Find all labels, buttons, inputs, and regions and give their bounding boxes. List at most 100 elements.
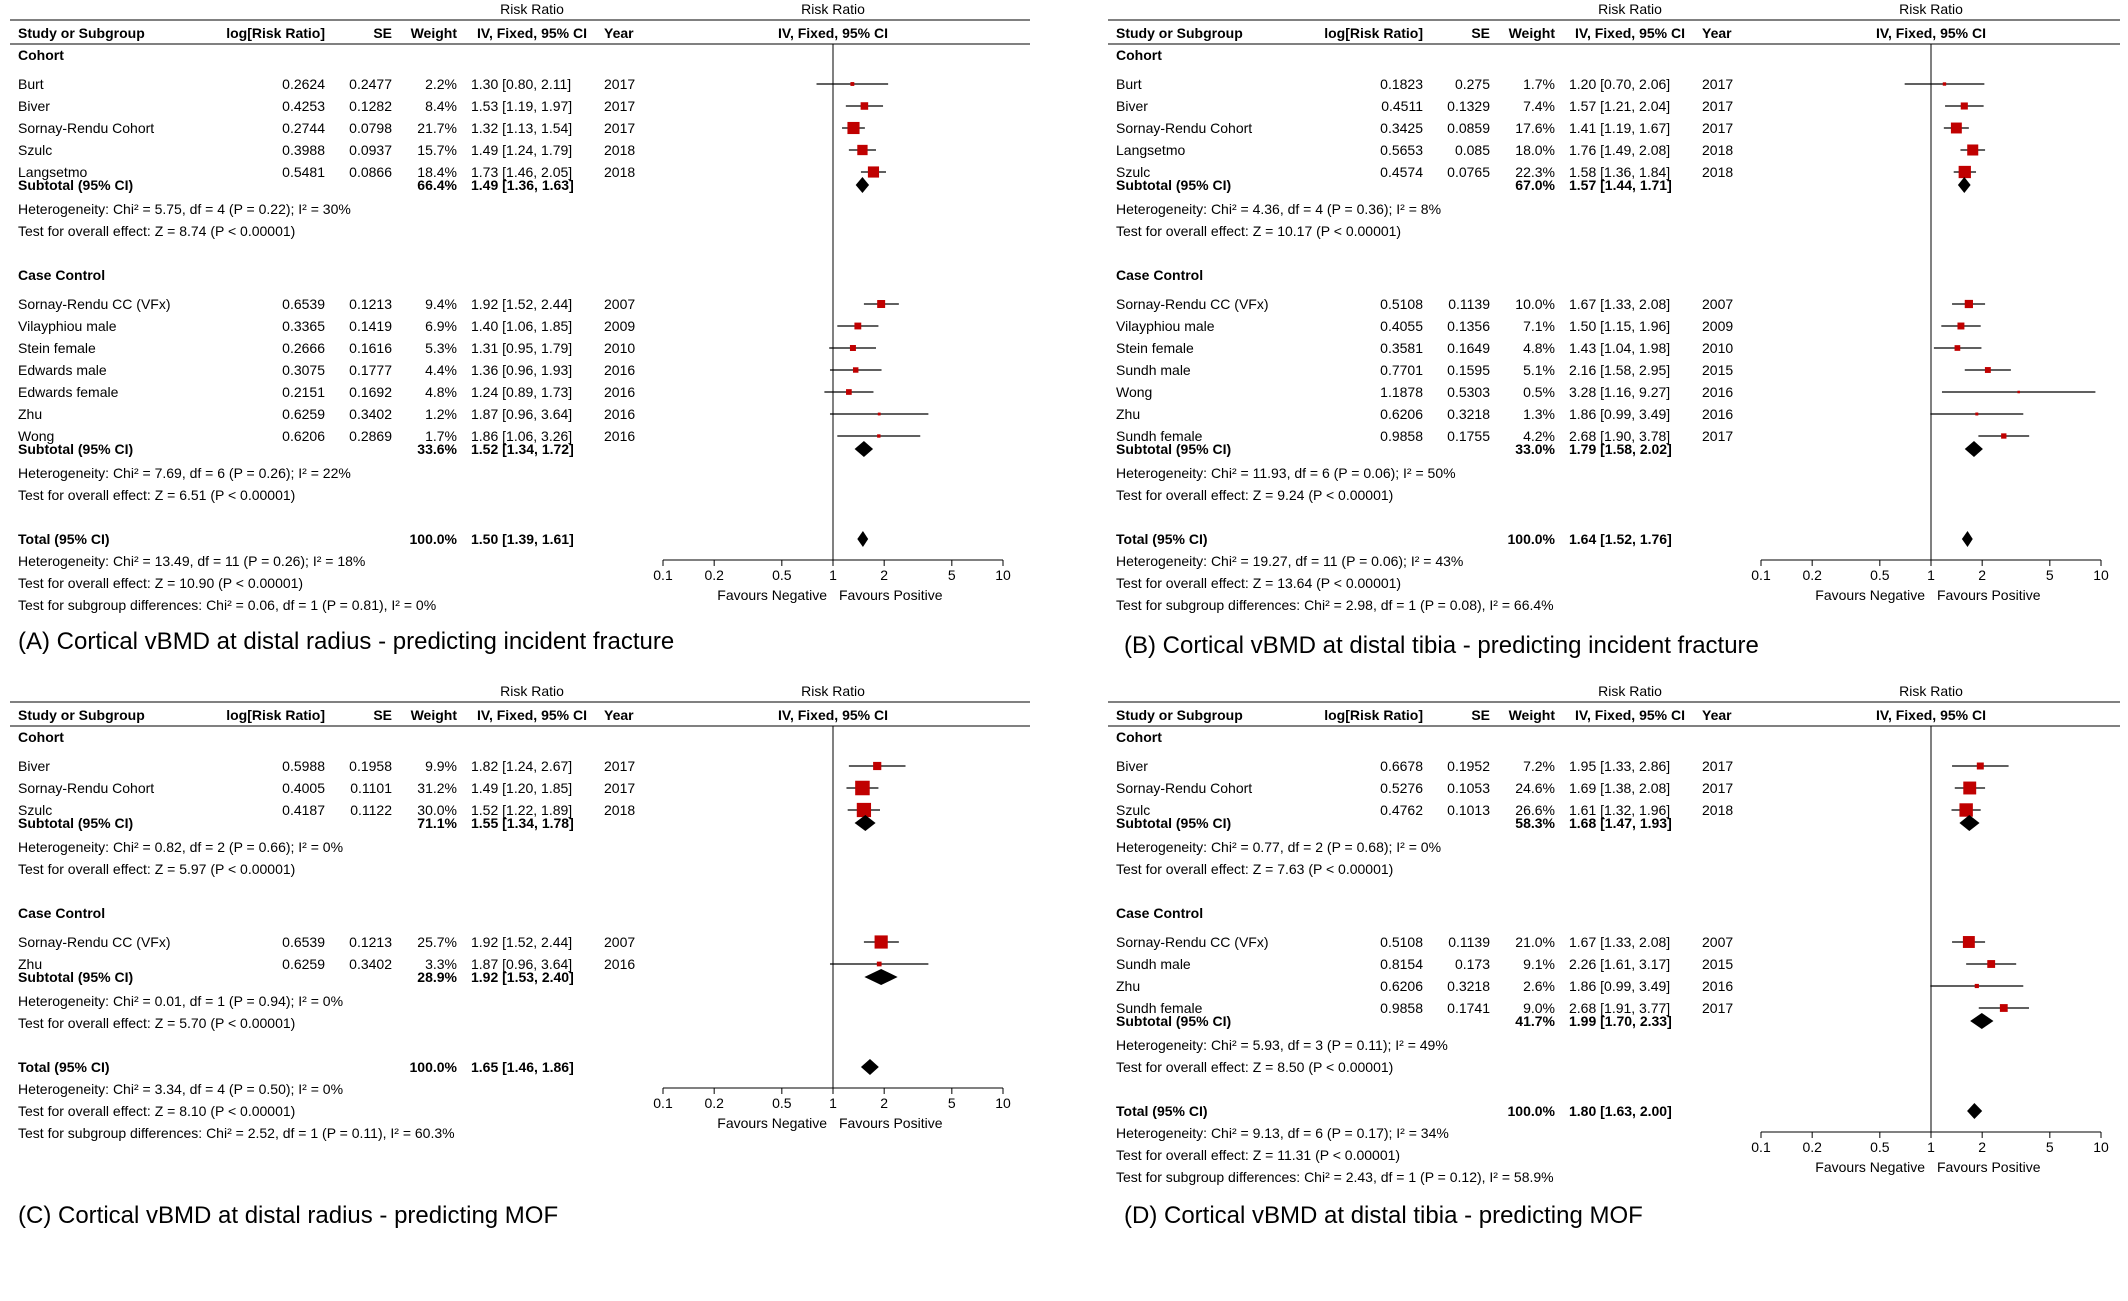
study-ci: 1.52 [1.22, 1.89] <box>471 802 572 818</box>
total-stat: Test for overall effect: Z = 10.90 (P < … <box>18 575 303 591</box>
study-marker <box>1975 412 1979 416</box>
total-stat: Test for overall effect: Z = 11.31 (P < … <box>1116 1147 1400 1163</box>
study-ci: 1.57 [1.21, 2.04] <box>1569 98 1670 114</box>
header-weight: Weight <box>1509 707 1556 723</box>
study-name: Szulc <box>18 142 52 158</box>
study-weight: 21.7% <box>417 120 457 136</box>
study-weight: 4.2% <box>1523 428 1555 444</box>
study-weight: 7.4% <box>1523 98 1555 114</box>
header-study: Study or Subgroup <box>1116 25 1243 41</box>
study-logrr: 0.4511 <box>1381 98 1423 114</box>
study-weight: 8.4% <box>425 98 457 114</box>
total-stat: Test for subgroup differences: Chi² = 2.… <box>1116 597 1554 613</box>
study-se: 0.0859 <box>1447 120 1490 136</box>
study-ci: 1.49 [1.24, 1.79] <box>471 142 572 158</box>
study-name: Edwards male <box>18 362 107 378</box>
study-marker <box>1962 936 1975 948</box>
study-se: 0.3402 <box>349 406 392 422</box>
header-plot-iv-fixed: IV, Fixed, 95% CI <box>778 25 888 41</box>
header-risk-ratio: Risk Ratio <box>1598 1 1662 17</box>
study-logrr: 0.9858 <box>1380 1000 1423 1016</box>
header-plot-risk-ratio: Risk Ratio <box>1899 683 1963 699</box>
study-marker <box>1959 803 1973 817</box>
study-name: Langsetmo <box>1116 142 1185 158</box>
study-year: 2016 <box>604 406 635 422</box>
study-weight: 4.4% <box>425 362 457 378</box>
study-marker <box>876 961 882 967</box>
study-ci: 1.67 [1.33, 2.08] <box>1569 296 1670 312</box>
study-ci: 1.20 [0.70, 2.06] <box>1569 76 1670 92</box>
study-weight: 5.3% <box>425 340 457 356</box>
study-ci: 1.95 [1.33, 2.86] <box>1569 758 1670 774</box>
study-year: 2017 <box>604 76 635 92</box>
study-name: Szulc <box>1116 164 1150 180</box>
study-year: 2018 <box>604 142 635 158</box>
total-diamond <box>1961 531 1973 547</box>
study-name: Sornay-Rendu Cohort <box>1116 780 1252 796</box>
x-tick-label: 0.1 <box>653 567 673 583</box>
study-year: 2017 <box>1702 76 1733 92</box>
total-diamond <box>1967 1103 1983 1119</box>
x-tick-label: 10 <box>2093 1139 2109 1155</box>
study-weight: 1.3% <box>1523 406 1555 422</box>
study-name: Sornay-Rendu Cohort <box>18 780 154 796</box>
study-year: 2016 <box>604 384 635 400</box>
subtotal-weight: 33.0% <box>1515 441 1555 457</box>
header-year: Year <box>1702 707 1732 723</box>
favours-right-label: Favours Positive <box>839 587 943 603</box>
study-year: 2017 <box>1702 1000 1733 1016</box>
study-logrr: 0.5481 <box>282 164 325 180</box>
group-stat: Heterogeneity: Chi² = 0.77, df = 2 (P = … <box>1116 839 1441 855</box>
subtotal-diamond <box>1964 441 1983 457</box>
subtotal-ci: 1.92 [1.53, 2.40] <box>471 969 574 985</box>
study-ci: 1.86 [1.06, 3.26] <box>471 428 572 444</box>
study-weight: 9.9% <box>425 758 457 774</box>
subtotal-label: Subtotal (95% CI) <box>18 815 133 831</box>
total-stat: Test for subgroup differences: Chi² = 2.… <box>18 1125 455 1141</box>
total-diamond <box>857 531 869 547</box>
study-se: 0.0937 <box>349 142 392 158</box>
study-year: 2016 <box>1702 384 1733 400</box>
study-marker <box>874 935 888 949</box>
group-stat: Test for overall effect: Z = 6.51 (P < 0… <box>18 487 295 503</box>
study-se: 0.0798 <box>349 120 392 136</box>
subtotal-label: Subtotal (95% CI) <box>18 969 133 985</box>
group-stat: Test for overall effect: Z = 5.70 (P < 0… <box>18 1015 295 1031</box>
study-ci: 1.41 [1.19, 1.67] <box>1569 120 1670 136</box>
study-year: 2017 <box>604 120 635 136</box>
group-stat: Heterogeneity: Chi² = 7.69, df = 6 (P = … <box>18 465 351 481</box>
group-stat: Heterogeneity: Chi² = 11.93, df = 6 (P =… <box>1116 465 1456 481</box>
study-se: 0.1777 <box>349 362 392 378</box>
study-name: Burt <box>1116 76 1142 92</box>
total-label: Total (95% CI) <box>1116 531 1208 547</box>
study-name: Sornay-Rendu CC (VFx) <box>18 296 171 312</box>
study-year: 2007 <box>1702 934 1733 950</box>
x-tick-label: 2 <box>1978 1139 1986 1155</box>
study-weight: 2.2% <box>425 76 457 92</box>
study-year: 2009 <box>604 318 635 334</box>
study-weight: 15.7% <box>417 142 457 158</box>
total-stat: Test for subgroup differences: Chi² = 0.… <box>18 597 436 613</box>
total-ci: 1.64 [1.52, 1.76] <box>1569 531 1672 547</box>
subtotal-label: Subtotal (95% CI) <box>18 177 133 193</box>
forest-plot-svg: Risk Ratio IV, Fixed, 95% CI Risk Ratio IV,… <box>10 1 1030 613</box>
study-marker <box>1942 82 1947 86</box>
study-name: Zhu <box>18 406 42 422</box>
header-plot-iv-fixed: IV, Fixed, 95% CI <box>778 707 888 723</box>
panel-caption: (C) Cortical vBMD at distal radius - pre… <box>18 1202 559 1229</box>
study-logrr: 0.6206 <box>1380 406 1423 422</box>
group-stat: Test for overall effect: Z = 9.24 (P < 0… <box>1116 487 1393 503</box>
study-logrr: 0.1823 <box>1380 76 1423 92</box>
group-stat: Test for overall effect: Z = 8.74 (P < 0… <box>18 223 295 239</box>
study-se: 0.2477 <box>349 76 392 92</box>
subtotal-ci: 1.49 [1.36, 1.63] <box>471 177 574 193</box>
study-se: 0.3218 <box>1447 978 1490 994</box>
study-weight: 30.0% <box>417 802 457 818</box>
study-ci: 1.40 [1.06, 1.85] <box>471 318 572 334</box>
header-study: Study or Subgroup <box>1116 707 1243 723</box>
panel-caption: (B) Cortical vBMD at distal tibia - pred… <box>1124 632 1759 659</box>
forest-plot-svg: Risk Ratio IV, Fixed, 95% CI Risk Ratio IV,… <box>1108 1 2120 613</box>
study-ci: 1.36 [0.96, 1.93] <box>471 362 572 378</box>
study-logrr: 0.3581 <box>1380 340 1423 356</box>
study-se: 0.5303 <box>1447 384 1490 400</box>
